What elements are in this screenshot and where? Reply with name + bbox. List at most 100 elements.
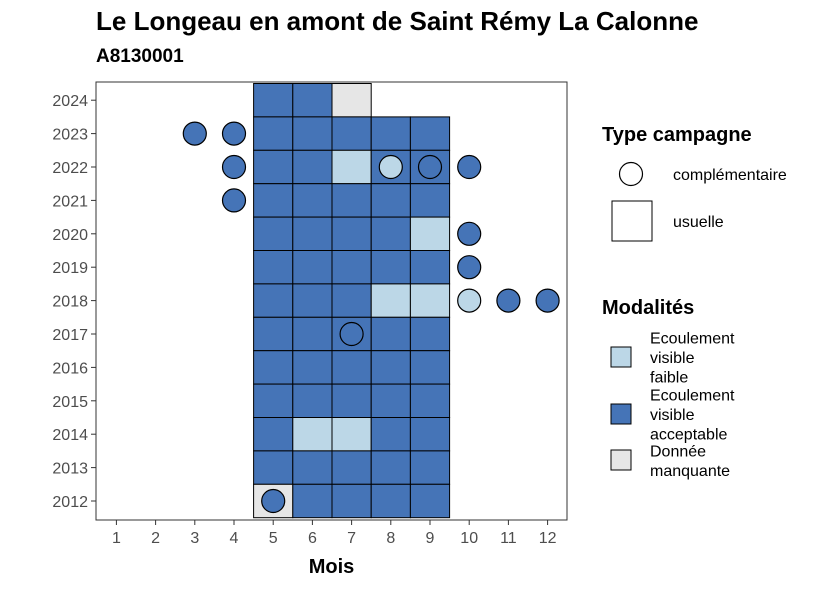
tile-2020-8 <box>370 216 411 252</box>
point-2023-4 <box>221 121 247 146</box>
tile-2023-7 <box>331 116 372 151</box>
tile-2012-7 <box>331 483 372 519</box>
tile-2024-5 <box>253 83 294 118</box>
tile-2018-7 <box>331 283 372 318</box>
y-tick-label-2021: 2021 <box>52 193 88 210</box>
tile-2014-6 <box>292 417 333 452</box>
tile-2016-7 <box>331 350 372 385</box>
y-tick-label-2017: 2017 <box>52 327 88 344</box>
y-tick-label-2014: 2014 <box>52 427 88 444</box>
x-axis-title: Mois <box>309 556 355 578</box>
legend-label-modalite-2: Donnée manquante <box>650 443 730 480</box>
point-2017-7 <box>339 321 364 347</box>
tile-2015-5 <box>253 383 294 419</box>
tile-2024-6 <box>292 83 333 118</box>
tile-2017-6 <box>292 316 333 352</box>
y-tick-label-2022: 2022 <box>52 160 88 177</box>
tile-2020-9 <box>409 216 451 252</box>
tile-2022-5 <box>253 149 294 185</box>
point-2018-11 <box>496 288 521 313</box>
tile-2016-6 <box>292 350 333 385</box>
tile-2021-9 <box>409 183 451 218</box>
y-tick-label-2019: 2019 <box>52 260 88 277</box>
tile-2013-7 <box>331 450 372 485</box>
tile-2014-5 <box>253 417 294 452</box>
tile-2015-7 <box>331 383 372 419</box>
legend-modalite-title: Modalités <box>602 297 694 319</box>
y-tick-label-2023: 2023 <box>52 127 88 144</box>
tile-2023-9 <box>409 116 451 151</box>
x-tick-label-4: 4 <box>230 530 239 547</box>
legend-key-usuelle <box>611 200 653 242</box>
tile-2019-7 <box>331 250 372 285</box>
tile-2023-5 <box>253 116 294 151</box>
y-axis: 2012 2013 2014 2015 2016 2017 2018 2019 2020 2021… <box>52 93 96 511</box>
tile-2018-6 <box>292 283 333 318</box>
chart-subtitle: A8130001 <box>96 46 184 67</box>
complementaire-points <box>182 121 560 514</box>
tile-2021-6 <box>292 183 333 218</box>
x-tick-label-6: 6 <box>308 530 317 547</box>
tile-2012-8 <box>370 483 411 519</box>
x-tick-label-3: 3 <box>190 530 199 547</box>
tile-2020-6 <box>292 216 333 252</box>
tile-2018-9 <box>409 283 451 318</box>
legend-label-complementaire: complémentaire <box>673 167 787 184</box>
tile-2018-5 <box>253 283 294 318</box>
legend-key-modalite-2 <box>610 449 632 471</box>
x-tick-label-7: 7 <box>347 530 356 547</box>
tile-2020-7 <box>331 216 372 252</box>
x-axis: 1 2 3 4 5 6 7 8 9 10 11 12 <box>112 520 557 547</box>
point-2022-9 <box>417 154 443 180</box>
tile-2020-5 <box>253 216 294 252</box>
x-tick-label-12: 12 <box>539 530 557 547</box>
tile-2015-6 <box>292 383 333 419</box>
point-2020-10 <box>457 221 482 246</box>
x-tick-label-1: 1 <box>112 530 121 547</box>
y-tick-label-2015: 2015 <box>52 394 88 411</box>
x-tick-label-5: 5 <box>269 530 278 547</box>
tile-2019-9 <box>409 250 451 285</box>
y-tick-label-2016: 2016 <box>52 360 88 377</box>
tile-2019-8 <box>370 250 411 285</box>
x-tick-label-11: 11 <box>500 530 517 547</box>
point-2023-3 <box>182 121 207 146</box>
point-2022-10 <box>457 154 482 180</box>
tile-2014-9 <box>409 417 451 452</box>
tile-2022-6 <box>292 149 333 185</box>
x-tick-label-2: 2 <box>151 530 160 547</box>
point-2022-4 <box>221 154 247 180</box>
point-2021-4 <box>221 188 247 213</box>
usuelle-cells <box>253 83 451 519</box>
tile-2016-9 <box>409 350 451 385</box>
tile-2017-5 <box>253 316 294 352</box>
legend-label-modalite-0: Ecoulement visible faible <box>650 331 735 387</box>
tile-2023-8 <box>370 116 411 151</box>
y-tick-label-2012: 2012 <box>52 494 88 511</box>
tile-2012-6 <box>292 483 333 519</box>
tile-2013-9 <box>409 450 451 485</box>
tile-2023-6 <box>292 116 333 151</box>
chart-title: Le Longeau en amont de Saint Rémy La Cal… <box>96 6 699 36</box>
tile-2018-8 <box>370 283 411 318</box>
tile-2019-6 <box>292 250 333 285</box>
tile-2013-8 <box>370 450 411 485</box>
legend-type-title: Type campagne <box>602 124 752 146</box>
tile-2012-9 <box>409 483 451 519</box>
tile-2016-5 <box>253 350 294 385</box>
tile-2024-7 <box>331 83 372 118</box>
y-tick-label-2024: 2024 <box>52 93 88 110</box>
tile-2015-8 <box>370 383 411 419</box>
legend: Type campagne complémentaire usuelle Modali… <box>602 124 787 480</box>
tile-2016-8 <box>370 350 411 385</box>
y-tick-label-2020: 2020 <box>52 227 88 244</box>
point-2012-5 <box>261 488 286 514</box>
tile-2014-8 <box>370 417 411 452</box>
tile-2021-7 <box>331 183 372 218</box>
tile-2013-6 <box>292 450 333 485</box>
tile-2021-8 <box>370 183 411 218</box>
x-tick-label-10: 10 <box>460 530 478 547</box>
tile-2013-5 <box>253 450 294 485</box>
legend-label-modalite-1: Ecoulement visible acceptable <box>650 388 735 444</box>
